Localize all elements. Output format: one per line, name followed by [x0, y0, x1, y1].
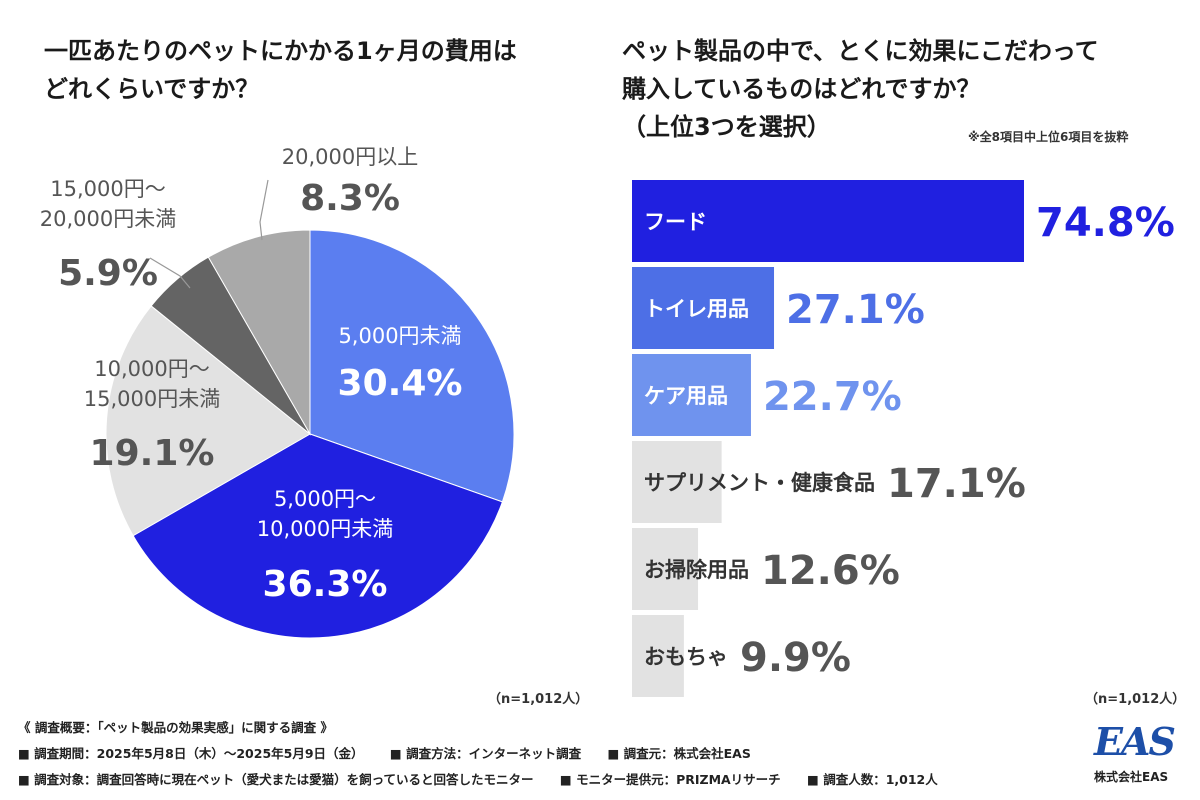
- pie-chart-title: 一匹あたりのペットにかかる1ヶ月の費用は どれくらいですか？: [44, 32, 584, 108]
- pie-value-0: 30.4%: [338, 363, 463, 404]
- bar-value-5: 9.9%: [740, 635, 851, 681]
- pie-value-4: 8.3%: [300, 178, 400, 219]
- bar-title-line1: ペット製品の中で、とくに効果にこだわって: [622, 37, 1099, 65]
- pie-slice-2: [105, 305, 311, 537]
- eas-company-name: 株式会社EAS: [1094, 770, 1169, 784]
- bar-chart-note: ※全8項目中上位6項目を抜粋: [968, 130, 1129, 144]
- eas-logo: EAS 株式会社EAS: [1094, 722, 1186, 792]
- bar-sample-size: （n=1,012人）: [1085, 692, 1186, 707]
- pie-label-1-line-0: 5,000円〜: [274, 487, 376, 511]
- survey-summary-title: 《 調査概要：「ペット製品の効果実感」に関する調査 》: [18, 720, 333, 735]
- pie-label-3-line-1: 20,000円未満: [40, 207, 176, 231]
- pie-value-2: 19.1%: [90, 433, 215, 474]
- bar-title-line2: 購入しているものはどれですか？: [622, 75, 981, 103]
- survey-period: ■ 調査期間：2025年5月8日（木）〜2025年5月9日（金）: [18, 746, 364, 761]
- pie-value-1: 36.3%: [263, 564, 388, 605]
- pie-title-line2: どれくらいですか？: [44, 75, 260, 103]
- pie-leader-3: [149, 257, 191, 289]
- survey-details-row2: ■ 調査対象：調査回答時に現在ペット（愛犬または愛猫）を飼っていると回答したモニ…: [18, 769, 960, 788]
- bar-4: [632, 528, 699, 610]
- survey-summary-heading: 《 調査概要：「ペット製品の効果実感」に関する調査 》: [18, 717, 333, 736]
- survey-target: ■ 調査対象：調査回答時に現在ペット（愛犬または愛猫）を飼っていると回答したモニ…: [18, 772, 534, 787]
- bar-label-3: サプリメント・健康食品: [644, 471, 875, 495]
- bar-5: [632, 615, 684, 697]
- eas-logo-mark: EAS: [1094, 719, 1176, 764]
- bar-1: [632, 267, 775, 349]
- pie-title-line1: 一匹あたりのペットにかかる1ヶ月の費用は: [44, 37, 517, 65]
- bar-label-0: フード: [644, 210, 707, 234]
- pie-label-3-line-0: 15,000円〜: [50, 177, 165, 201]
- bar-label-5: おもちゃ: [644, 645, 728, 669]
- bar-2: [632, 354, 751, 436]
- bar-title-line3: （上位3つを選択）: [622, 113, 831, 141]
- pie-label-4-line-0: 20,000円以上: [282, 145, 418, 169]
- bar-value-1: 27.1%: [786, 287, 925, 333]
- bar-value-2: 22.7%: [763, 374, 902, 420]
- pie-value-3: 5.9%: [58, 253, 158, 294]
- pie-leader-4: [259, 179, 269, 241]
- bar-value-4: 12.6%: [761, 548, 900, 594]
- survey-method: ■ 調査方法：インターネット調査: [389, 746, 582, 761]
- survey-count: ■ 調査人数：1,012人: [807, 772, 938, 787]
- bar-3: [632, 441, 722, 523]
- bar-chart-title: ペット製品の中で、とくに効果にこだわって 購入しているものはどれですか？ （上位…: [622, 32, 1182, 146]
- bar-value-0: 74.8%: [1036, 200, 1175, 246]
- pie-label-2-line-1: 15,000円未満: [84, 387, 220, 411]
- pie-slice-0: [309, 229, 515, 503]
- bar-0: [632, 180, 1024, 262]
- survey-details-row1: ■ 調査期間：2025年5月8日（木）〜2025年5月9日（金） ■ 調査方法：…: [18, 743, 773, 762]
- pie-label-2-line-0: 10,000円〜: [94, 357, 209, 381]
- pie-slice-1: [132, 433, 504, 639]
- bar-label-2: ケア用品: [644, 384, 728, 408]
- bar-label-4: お掃除用品: [644, 558, 749, 582]
- pie-label-1-line-1: 10,000円未満: [257, 517, 393, 541]
- pie-sample-size: （n=1,012人）: [488, 692, 589, 707]
- pie-label-0-line-0: 5,000円未満: [338, 324, 461, 348]
- survey-organizer: ■ 調査元：株式会社EAS: [607, 746, 751, 761]
- pie-slice-4: [207, 229, 311, 436]
- bar-value-3: 17.1%: [887, 461, 1026, 507]
- bar-label-1: トイレ用品: [644, 297, 749, 321]
- survey-provider: ■ モニター提供元：PRIZMAリサーチ: [559, 772, 781, 787]
